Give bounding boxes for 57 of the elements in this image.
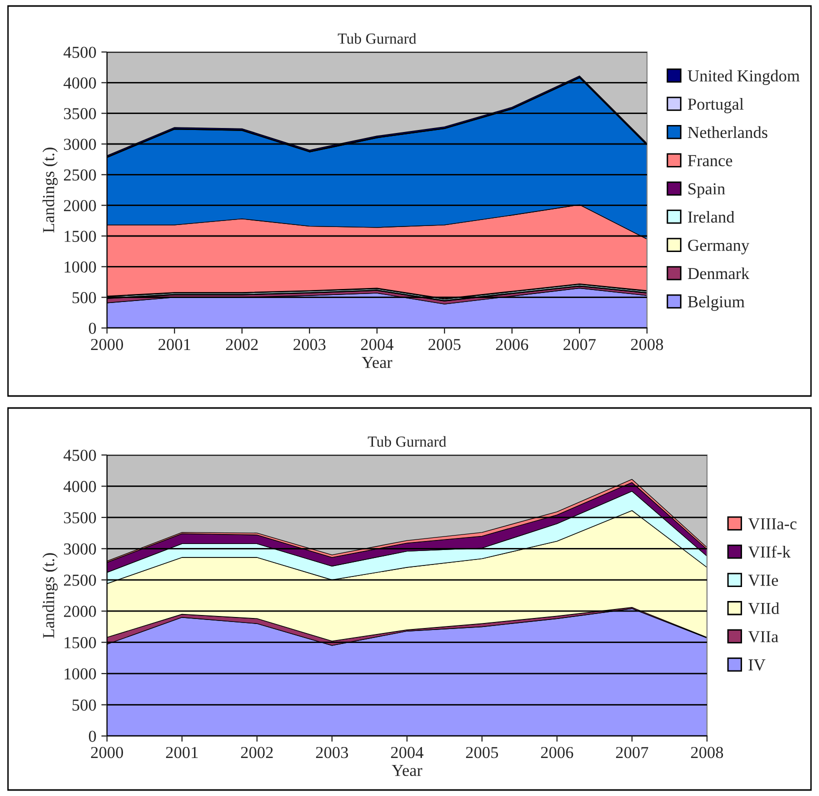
y-tick-label: 4500 xyxy=(64,450,96,461)
y-tick-label: 3500 xyxy=(64,512,96,524)
legend-label: VIId xyxy=(748,602,780,614)
x-tick-label: 2008 xyxy=(631,338,664,350)
x-tick-label: 2005 xyxy=(466,746,498,758)
legend-label: IV xyxy=(748,659,766,671)
legend-label: VIIf-k xyxy=(748,546,791,558)
y-tick-label: 4500 xyxy=(64,46,96,58)
y-tick-label: 2500 xyxy=(64,574,96,586)
x-tick-label: 2005 xyxy=(428,338,461,350)
x-tick-label: 2004 xyxy=(391,746,424,758)
x-tick-label: 2008 xyxy=(691,746,724,758)
x-tick-label: 2003 xyxy=(294,338,326,350)
y-axis-title: Landings (t.) xyxy=(42,553,58,638)
legend-label: France xyxy=(688,155,732,166)
x-axis-title: Year xyxy=(392,764,422,776)
y-tick-label: 3000 xyxy=(64,138,96,150)
legend-label: Portugal xyxy=(688,98,744,114)
y-tick-label: 500 xyxy=(72,699,96,711)
x-tick-label: 2001 xyxy=(158,338,190,350)
y-axis-title: Landings (t.) xyxy=(42,148,58,233)
x-axis-title: Year xyxy=(362,356,392,368)
x-tick-label: 2003 xyxy=(316,746,348,758)
chart-title: Tub Gurnard xyxy=(368,436,446,447)
y-tick-label: 1500 xyxy=(64,637,96,648)
x-tick-label: 2001 xyxy=(166,746,198,758)
legend-label: Spain xyxy=(688,183,726,198)
legend-label: VIIIa-c xyxy=(748,518,797,530)
legend-label: VIIa xyxy=(748,631,778,642)
x-tick-label: 2007 xyxy=(616,746,648,758)
legend-label: Denmark xyxy=(688,267,750,280)
y-tick-label: 500 xyxy=(72,292,96,304)
legend-label: United Kingdom xyxy=(688,70,800,85)
y-tick-label: 3000 xyxy=(64,543,96,555)
legend-label: Germany xyxy=(688,240,750,254)
y-tick-label: 0 xyxy=(88,730,96,742)
chart-title: Tub Gurnard xyxy=(338,33,416,44)
x-tick-label: 2007 xyxy=(564,338,596,350)
x-tick-label: 2006 xyxy=(541,746,574,758)
legend-label: Ireland xyxy=(688,210,734,223)
x-tick-label: 2004 xyxy=(361,338,394,350)
y-tick-label: 4000 xyxy=(64,480,96,492)
x-tick-label: 2002 xyxy=(241,746,273,758)
y-tick-label: 2500 xyxy=(64,169,96,181)
y-tick-label: 1500 xyxy=(64,230,96,242)
legend-label: VIIe xyxy=(748,574,778,586)
y-tick-label: 2000 xyxy=(64,606,96,618)
y-tick-label: 1000 xyxy=(64,261,96,273)
legend-label: Netherlands xyxy=(688,126,768,138)
legend-label: Belgium xyxy=(688,296,745,311)
y-tick-label: 4000 xyxy=(64,77,96,89)
y-tick-label: 0 xyxy=(88,322,96,334)
y-tick-label: 2000 xyxy=(64,200,96,212)
x-tick-label: 2002 xyxy=(226,338,258,350)
y-tick-label: 1000 xyxy=(64,668,96,680)
x-tick-label: 2006 xyxy=(496,338,528,350)
y-tick-label: 3500 xyxy=(64,108,96,120)
